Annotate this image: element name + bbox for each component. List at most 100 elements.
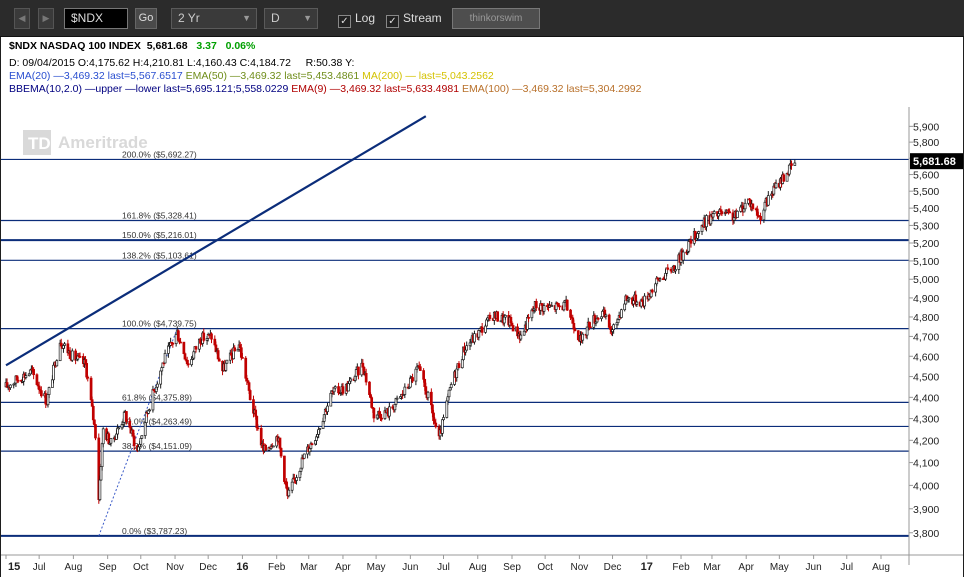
candle-body xyxy=(140,435,144,439)
x-tick-label: Apr xyxy=(335,562,351,573)
candle-body xyxy=(441,419,444,434)
candle-body xyxy=(125,411,128,422)
stream-checkbox[interactable]: ✓ Stream xyxy=(386,8,442,29)
candle-body xyxy=(225,359,229,364)
stream-label: Stream xyxy=(403,11,442,25)
candle-body xyxy=(465,345,469,351)
candle-body xyxy=(117,427,121,430)
candle-body xyxy=(424,386,428,395)
candle-body xyxy=(658,278,662,281)
symbol-input[interactable]: $NDX xyxy=(64,8,128,29)
ema20-label: EMA(20) —3,469.32 last=5,567.6517 xyxy=(9,70,183,82)
candle-body xyxy=(91,405,95,421)
candle-body xyxy=(728,211,731,214)
candle-body xyxy=(426,391,430,399)
candle-body xyxy=(372,408,376,419)
chart-area: $NDX NASDAQ 100 INDEX 5,681.68 3.37 0.06… xyxy=(1,37,963,577)
candle-body xyxy=(300,457,304,469)
candle-body xyxy=(596,317,600,320)
candle-body xyxy=(666,267,670,270)
candle-body xyxy=(604,314,608,317)
fib-label: 0.0% ($3,787.23) xyxy=(122,526,187,536)
candle-body xyxy=(635,301,639,305)
candle-body xyxy=(287,489,291,497)
forward-arrow-icon[interactable]: ▶ xyxy=(38,8,54,29)
thinkorswim-button[interactable]: thinkorswim xyxy=(452,8,540,29)
candle-body xyxy=(550,305,554,307)
candle-body xyxy=(519,334,523,340)
fib-label: 61.8% ($4,375.89) xyxy=(122,392,192,402)
candle-body xyxy=(341,386,345,394)
x-tick-label: 17 xyxy=(641,561,653,573)
x-tick-label: Jun xyxy=(402,562,418,573)
ema50-label: EMA(50) —3,469.32 last=5,453.4861 xyxy=(185,70,360,82)
x-tick-label: Jun xyxy=(806,562,822,573)
candle-body xyxy=(302,453,306,459)
candle-body xyxy=(109,437,113,444)
watermark: TD Ameritrade xyxy=(23,130,148,155)
x-tick-label: 16 xyxy=(236,561,248,573)
last-price: 5,681.68 xyxy=(146,40,188,52)
candle-body xyxy=(290,481,294,491)
price-change: 3.37 xyxy=(196,40,217,52)
x-tick-label: Jul xyxy=(33,562,46,573)
price-chart[interactable]: TD Ameritrade 200.0% ($5,692.27) 161.8% (… xyxy=(1,37,963,577)
candle-body xyxy=(534,301,538,309)
x-tick-label: Aug xyxy=(64,562,82,573)
candle-body xyxy=(326,405,329,413)
checkmark-icon: ✓ xyxy=(386,15,399,28)
y-tick-label: 5,200 xyxy=(913,238,939,250)
candle-body xyxy=(573,328,577,332)
candle-body xyxy=(643,295,646,307)
y-tick-label: 5,100 xyxy=(913,256,939,268)
candle-body xyxy=(16,379,20,382)
candle-body xyxy=(68,350,72,359)
x-tick-label: Sep xyxy=(503,562,521,573)
candle-body xyxy=(447,389,451,398)
toolbar: ◀ ▶ $NDX Go 2 Yr ▼ D ▼ ✓ Log ✓ Stream thinko… xyxy=(0,0,964,37)
candle-body xyxy=(627,297,631,300)
candle-body xyxy=(705,215,708,228)
candle-body xyxy=(279,447,283,457)
candle-body xyxy=(565,299,569,311)
candle-body xyxy=(442,417,445,421)
candle-body xyxy=(429,391,433,406)
fib-label: 38.2% ($4,151.09) xyxy=(122,441,192,451)
x-tick-label: Feb xyxy=(672,562,690,573)
candle-body xyxy=(156,383,159,388)
chart-title: $NDX NASDAQ 100 INDEX xyxy=(9,40,141,52)
y-tick-label: 5,400 xyxy=(913,203,939,215)
candle-body xyxy=(766,195,770,206)
candle-body xyxy=(411,377,414,382)
y-tick-label: 4,600 xyxy=(913,351,939,363)
candle-body xyxy=(163,353,167,364)
candle-body xyxy=(9,384,12,388)
candle-body xyxy=(183,353,187,360)
candle-body xyxy=(272,445,275,448)
candle-body xyxy=(589,326,592,329)
ohlc-line: D: 09/04/2015 O:4,175.62 H:4,210.81 L:4,… xyxy=(9,57,354,69)
y-tick-label: 4,300 xyxy=(913,414,939,426)
x-tick-label: Sep xyxy=(99,562,117,573)
candle-body xyxy=(202,332,206,341)
y-tick-label: 3,800 xyxy=(913,528,939,540)
candle-body xyxy=(581,333,585,341)
candle-body xyxy=(78,356,82,358)
candle-body xyxy=(527,317,530,319)
back-arrow-icon[interactable]: ◀ xyxy=(14,8,30,29)
y-tick-label: 5,800 xyxy=(913,137,939,149)
range-dropdown[interactable]: 2 Yr ▼ xyxy=(171,8,257,29)
candle-body xyxy=(457,363,461,369)
log-label: Log xyxy=(355,11,376,25)
candle-body xyxy=(370,397,374,408)
candle-body xyxy=(148,409,151,412)
candle-body xyxy=(558,305,561,308)
candle-body xyxy=(357,366,360,376)
candle-body xyxy=(295,477,298,481)
candle-body xyxy=(349,378,353,382)
log-checkbox[interactable]: ✓ Log xyxy=(338,8,375,29)
x-tick-label: Dec xyxy=(199,562,217,573)
period-value: D xyxy=(271,11,280,25)
go-button[interactable]: Go xyxy=(135,8,157,29)
period-dropdown[interactable]: D ▼ xyxy=(264,8,318,29)
